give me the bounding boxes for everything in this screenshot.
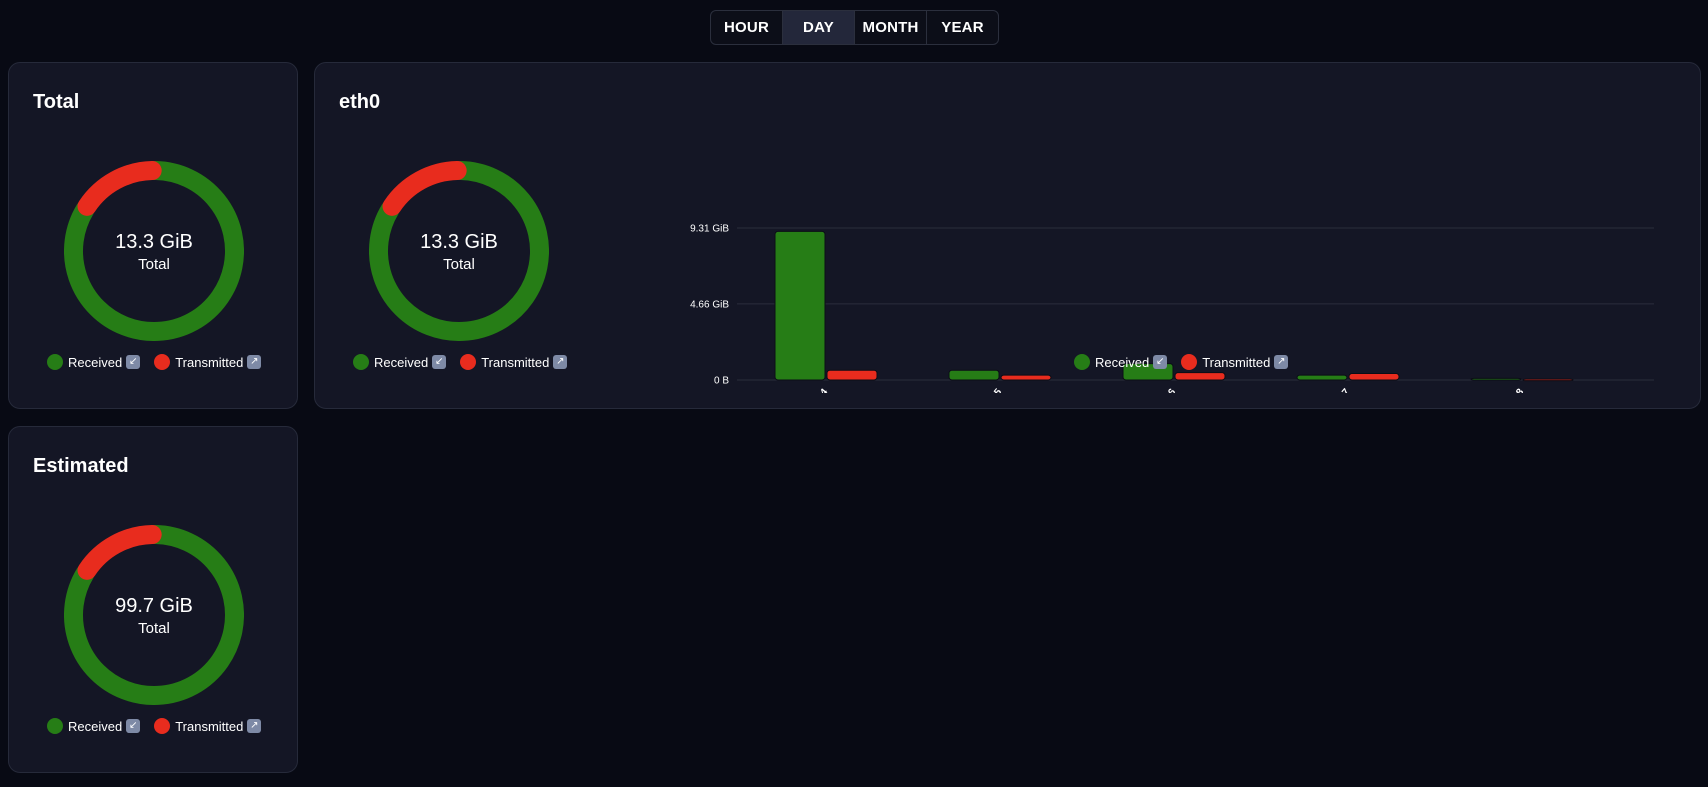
range-button-month[interactable]: MONTH	[855, 11, 927, 44]
total-donut-chart: 13.3 GiB Total	[64, 161, 244, 341]
legend-label-received: Received	[68, 354, 123, 370]
legend-label-transmitted: Transmitted	[481, 354, 550, 370]
bar-chart-legend: Received ↙ Transmitted ↗	[1074, 354, 1289, 370]
donut-svg	[64, 525, 244, 705]
received-bar[interactable]	[1296, 374, 1348, 381]
range-button-year[interactable]: YEAR	[941, 19, 984, 36]
total-card: Total 13.3 GiB Total Received ↙ Transmit…	[8, 62, 298, 409]
eth0-card: eth0 13.3 GiB Total Received ↙ Transmitt…	[314, 62, 1701, 409]
card-title: Estimated	[33, 455, 129, 477]
transmitted-bar[interactable]	[826, 369, 878, 381]
legend-label-transmitted: Transmitted	[1202, 354, 1271, 370]
range-button-hour[interactable]: HOUR	[711, 11, 783, 44]
arrow-down-left-icon: ↙	[126, 355, 141, 369]
legend-label-received: Received	[68, 718, 123, 734]
y-tick-label: 0 B	[714, 376, 729, 387]
x-tick-label: 2025-Nov-07	[1306, 387, 1353, 393]
received-dot-icon	[47, 718, 63, 734]
transmitted-bar[interactable]	[1348, 372, 1400, 381]
arrow-up-right-icon: ↗	[553, 355, 568, 369]
legend-label-received: Received	[374, 354, 429, 370]
received-dot-icon	[1074, 354, 1090, 370]
range-button-day[interactable]: DAY	[783, 11, 855, 44]
donut-svg	[64, 161, 244, 341]
legend-item-transmitted[interactable]: Transmitted ↗	[1181, 354, 1289, 370]
legend-item-received[interactable]: Received ↙	[47, 354, 141, 370]
transmitted-dot-icon	[1181, 354, 1198, 370]
legend-item-transmitted[interactable]: Transmitted ↗	[460, 354, 568, 370]
y-tick-label: 4.66 GiB	[690, 299, 729, 310]
transmitted-bar[interactable]	[1522, 378, 1574, 382]
arrow-up-right-icon: ↗	[247, 355, 262, 369]
card-title: eth0	[339, 91, 381, 113]
donut-legend: Received ↙ Transmitted ↗	[47, 718, 262, 734]
arrow-up-right-icon: ↗	[1274, 355, 1289, 369]
x-tick-label: 2025-Nov-08	[1480, 387, 1527, 393]
transmitted-segment[interactable]	[382, 161, 467, 216]
x-tick-label: 2025-Nov-05	[958, 387, 1005, 393]
legend-item-transmitted[interactable]: Transmitted ↗	[154, 354, 262, 370]
received-segment[interactable]	[64, 525, 244, 705]
received-segment[interactable]	[369, 161, 549, 341]
received-bar[interactable]	[1470, 377, 1522, 381]
transmitted-segment[interactable]	[77, 161, 162, 216]
arrow-down-left-icon: ↙	[432, 355, 447, 369]
arrow-up-right-icon: ↗	[247, 719, 262, 733]
transmitted-bar[interactable]	[1000, 374, 1052, 381]
legend-item-received[interactable]: Received ↙	[47, 718, 141, 734]
time-range-selector: HOUR DAY MONTH YEAR	[710, 10, 999, 45]
arrow-down-left-icon: ↙	[126, 719, 141, 733]
transmitted-dot-icon	[154, 354, 171, 370]
received-segment[interactable]	[64, 161, 244, 341]
card-title: Total	[33, 91, 80, 113]
legend-label-received: Received	[1095, 354, 1150, 370]
received-dot-icon	[47, 354, 63, 370]
daily-traffic-bar-chart: 0 B 4.66 GiB 9.31 GiB 2025-Nov-04 2025-Nov-0…	[690, 224, 1654, 393]
legend-label-transmitted: Transmitted	[175, 354, 244, 370]
estimated-donut-chart: 99.7 GiB Total	[64, 525, 244, 705]
legend-item-transmitted[interactable]: Transmitted ↗	[154, 718, 262, 734]
transmitted-bar[interactable]	[1174, 372, 1226, 381]
donut-legend: Received ↙ Transmitted ↗	[47, 354, 262, 370]
transmitted-segment[interactable]	[77, 525, 162, 580]
eth0-donut-chart: 13.3 GiB Total	[369, 161, 549, 341]
y-tick-label: 9.31 GiB	[690, 224, 729, 235]
received-dot-icon	[353, 354, 369, 370]
transmitted-dot-icon	[460, 354, 477, 370]
x-tick-label: 2025-Nov-04	[784, 387, 831, 393]
legend-label-transmitted: Transmitted	[175, 718, 244, 734]
arrow-down-left-icon: ↙	[1153, 355, 1168, 369]
estimated-card: Estimated 99.7 GiB Total Received ↙ Tran…	[8, 426, 298, 773]
legend-item-received[interactable]: Received ↙	[353, 354, 447, 370]
x-tick-label: 2025-Nov-06	[1132, 387, 1179, 393]
received-bar[interactable]	[774, 230, 826, 381]
received-bar[interactable]	[948, 369, 1000, 381]
legend-item-received[interactable]: Received ↙	[1074, 354, 1168, 370]
donut-svg	[369, 161, 549, 341]
transmitted-dot-icon	[154, 718, 171, 734]
donut-legend: Received ↙ Transmitted ↗	[353, 354, 568, 370]
